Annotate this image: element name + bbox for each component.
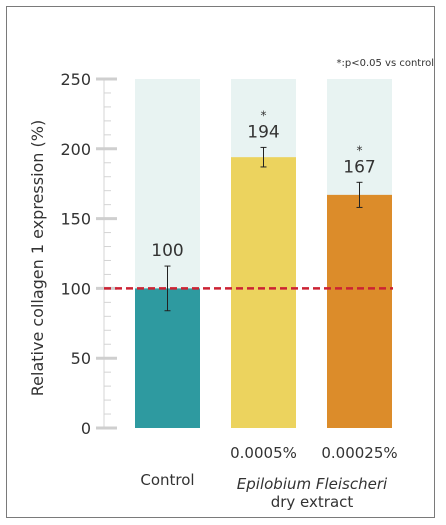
value-label-2: 194 <box>247 122 279 142</box>
y-tick-label: 200 <box>60 140 91 159</box>
y-tick-label: 150 <box>60 210 91 229</box>
y-tick-label: 50 <box>71 349 91 368</box>
y-axis-label: Relative collagen 1 expression (%) <box>28 120 47 396</box>
group-label-line1: Epilobium Fleischeri <box>237 475 388 493</box>
y-tick-label: 100 <box>60 279 91 298</box>
significance-marker-3: * <box>357 143 363 157</box>
value-label-1: 100 <box>151 241 183 261</box>
bar-1 <box>135 288 200 428</box>
category-label-3: 0.00025% <box>321 444 397 462</box>
group-label-line2: dry extract <box>271 493 354 511</box>
category-label-2: 0.0005% <box>230 444 297 462</box>
significance-note: *:p<0.05 vs control <box>336 58 434 69</box>
y-tick-label: 0 <box>81 419 91 438</box>
category-label-1: Control <box>140 471 194 489</box>
bar-3 <box>327 194 392 428</box>
value-label-3: 167 <box>343 157 375 177</box>
significance-marker-2: * <box>261 108 267 122</box>
y-tick-label: 250 <box>60 70 91 89</box>
bar-2 <box>231 157 296 428</box>
